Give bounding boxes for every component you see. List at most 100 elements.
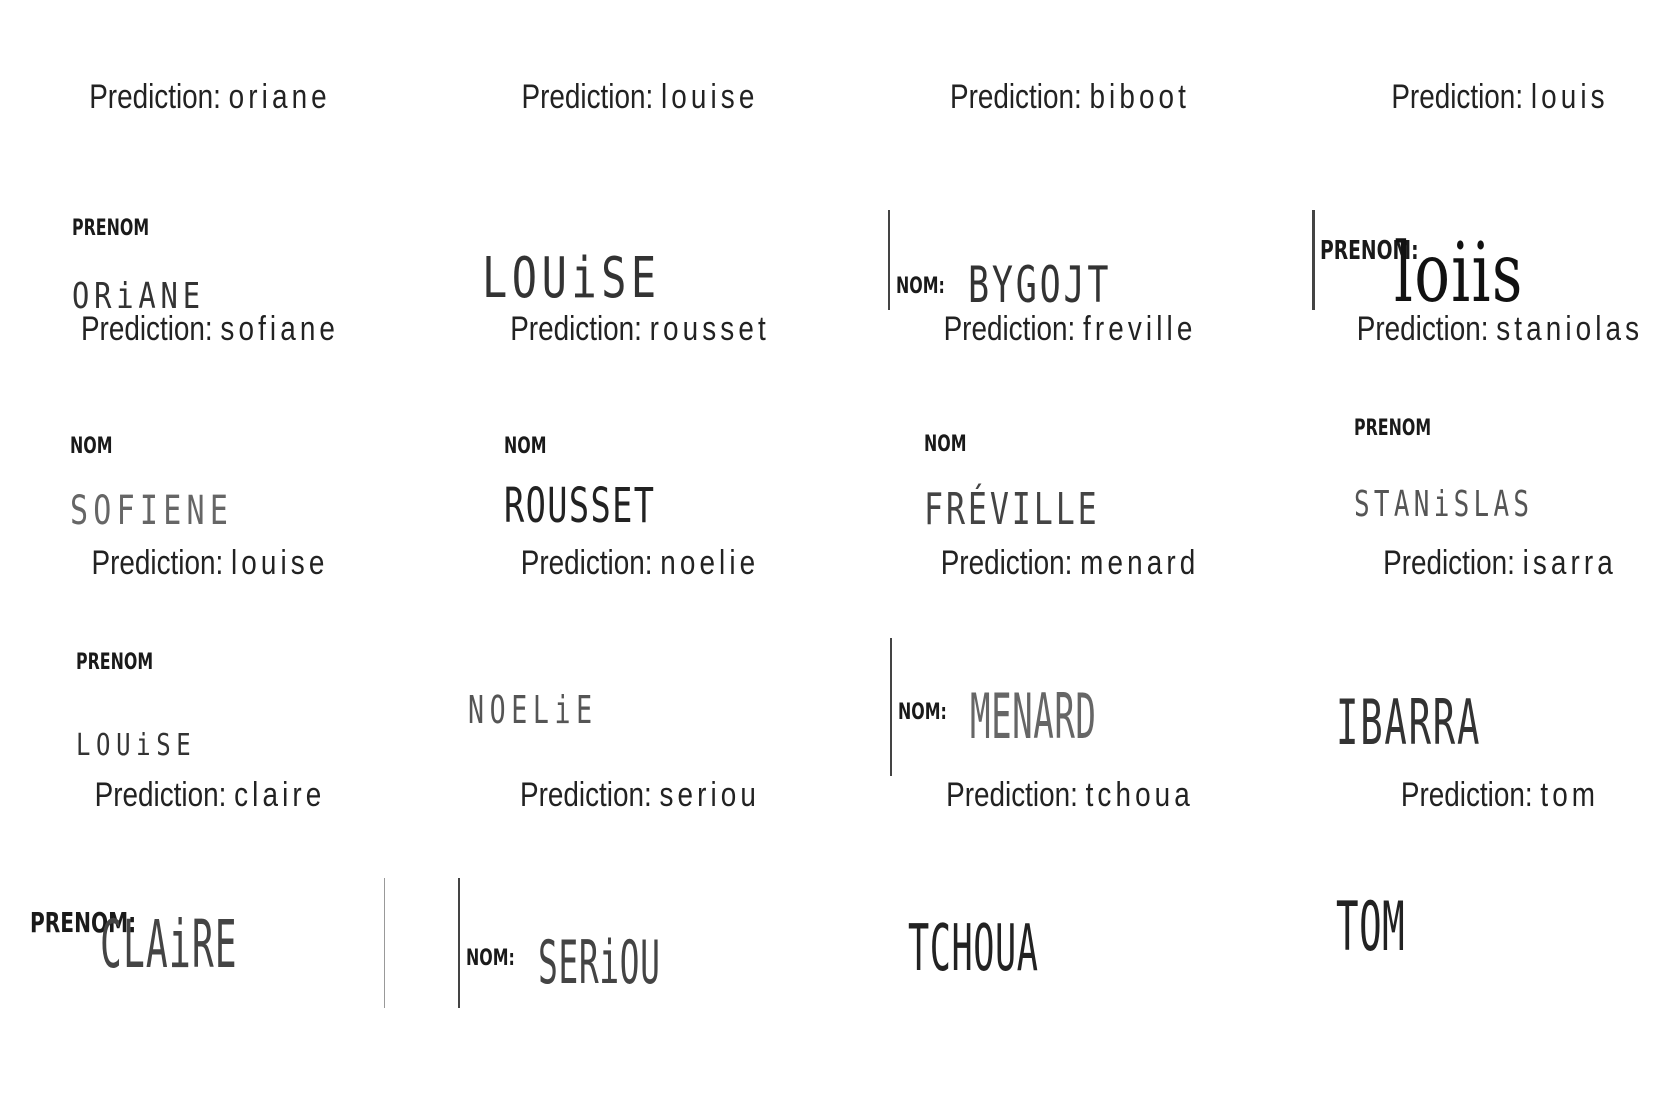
prediction-title: Prediction: louis <box>1328 78 1672 117</box>
handwriting-sample: TCHOUA <box>860 824 1280 1008</box>
handwritten-text: BYGOJT <box>968 256 1112 310</box>
prediction-value: biboot <box>1089 78 1191 116</box>
handwriting-sample: IBARRA <box>1290 592 1680 776</box>
handwriting-sample: PRENOM STANiSLAS <box>1290 358 1680 542</box>
panel-louis: Prediction: louis PRENOM: loiis <box>1290 78 1680 310</box>
prediction-label: Prediction: <box>1391 78 1524 116</box>
prediction-value: isarra <box>1522 544 1617 582</box>
prediction-label: Prediction: <box>949 78 1082 116</box>
prediction-title: Prediction: tchoua <box>898 776 1242 815</box>
handwriting-sample: NOELiE <box>430 592 850 776</box>
prediction-title: Prediction: biboot <box>898 78 1242 117</box>
panel-tchoua: Prediction: tchoua TCHOUA <box>860 776 1280 1008</box>
prediction-label: Prediction: <box>510 310 642 348</box>
panel-louise-2: Prediction: louise PRENOM LOUiSE <box>0 544 420 776</box>
prediction-label: Prediction: <box>946 776 1078 814</box>
panel-louise: Prediction: louise LOUiSE <box>430 78 850 310</box>
prediction-value: noelie <box>660 544 760 582</box>
prediction-title: Prediction: menard <box>898 544 1242 583</box>
prediction-value: louis <box>1530 78 1609 116</box>
handwritten-text: TOM <box>1336 888 1406 967</box>
form-border <box>384 878 385 1008</box>
prediction-value: sofiane <box>220 310 340 348</box>
prediction-label: Prediction: <box>89 78 221 116</box>
handwriting-sample: NOM: MENARD <box>860 592 1280 776</box>
prediction-title: Prediction: louise <box>38 544 382 583</box>
prediction-title: Prediction: tom <box>1328 776 1672 815</box>
prediction-label: Prediction: <box>91 544 224 582</box>
handwriting-sample: LOUiSE <box>430 126 850 310</box>
handwritten-text: SERiOU <box>538 928 661 998</box>
prediction-title: Prediction: oriane <box>38 78 382 117</box>
prediction-title: Prediction: rousset <box>468 310 812 349</box>
prediction-title: Prediction: seriou <box>468 776 812 815</box>
prediction-label: Prediction: <box>519 776 652 814</box>
prediction-label: Prediction: <box>520 544 653 582</box>
prediction-value: seriou <box>659 776 761 814</box>
handwriting-sample: TOM <box>1290 824 1680 1008</box>
prediction-label: Prediction: <box>1383 544 1515 582</box>
prediction-label: Prediction: <box>94 776 227 814</box>
field-label: NOM: <box>466 946 515 971</box>
field-label: PRENOM: <box>1320 236 1419 266</box>
handwritten-text: CLAiRE <box>100 906 238 983</box>
handwritten-text: LOUiSE <box>482 246 661 310</box>
handwritten-text: ORiANE <box>72 276 205 310</box>
handwritten-text: SOFIENE <box>70 488 234 534</box>
form-border <box>888 210 890 310</box>
handwritten-text: NOELiE <box>468 688 598 732</box>
handwritten-text: TCHOUA <box>908 912 1039 986</box>
panel-oriane: Prediction: oriane PRENOM ORiANE <box>0 78 420 310</box>
prediction-value: menard <box>1080 544 1200 582</box>
handwriting-sample: NOM: SERiOU <box>430 824 850 1008</box>
prediction-title: Prediction: isarra <box>1328 544 1672 583</box>
handwritten-text: FRÉVILLE <box>924 484 1100 535</box>
prediction-title: Prediction: noelie <box>468 544 812 583</box>
prediction-title: Prediction: louise <box>468 78 812 117</box>
field-label: NOM <box>70 434 113 459</box>
handwriting-sample: PRENOM LOUiSE <box>0 592 420 776</box>
prediction-value: rousset <box>649 310 770 348</box>
field-label: PRENOM <box>76 650 154 675</box>
handwriting-sample: PRENOM: CLAiRE <box>0 824 420 1008</box>
prediction-value: tchoua <box>1085 776 1194 814</box>
panel-noelie: Prediction: noelie NOELiE <box>430 544 850 776</box>
prediction-title: Prediction: freville <box>898 310 1242 349</box>
prediction-title: Prediction: sofiane <box>38 310 382 349</box>
panel-tom: Prediction: tom TOM <box>1290 776 1680 1008</box>
form-border <box>890 638 892 776</box>
prediction-label: Prediction: <box>1356 310 1489 348</box>
prediction-label: Prediction: <box>940 544 1073 582</box>
prediction-value: tom <box>1540 776 1600 814</box>
field-label: NOM: <box>896 274 945 299</box>
panel-claire: Prediction: claire PRENOM: CLAiRE <box>0 776 420 1008</box>
prediction-value: louise <box>661 78 759 116</box>
handwritten-text: loiis <box>1394 226 1524 310</box>
handwritten-text: IBARRA <box>1336 686 1482 759</box>
panel-seriou: Prediction: seriou NOM: SERiOU <box>430 776 850 1008</box>
handwritten-text: LOUiSE <box>76 728 197 763</box>
prediction-value: oriane <box>228 78 331 116</box>
prediction-value: louise <box>231 544 329 582</box>
handwritten-text: MENARD <box>970 680 1097 753</box>
prediction-label: Prediction: <box>521 78 654 116</box>
panel-staniolas: Prediction: staniolas PRENOM STANiSLAS <box>1290 310 1680 542</box>
panel-sofiane: Prediction: sofiane NOM SOFIENE <box>0 310 420 542</box>
form-border <box>1312 210 1315 310</box>
prediction-value: staniolas <box>1496 310 1644 348</box>
field-label: NOM <box>924 432 967 457</box>
handwritten-text: STANiSLAS <box>1354 484 1534 525</box>
prediction-label: Prediction: <box>80 310 213 348</box>
field-label: PRENOM: <box>30 906 137 939</box>
prediction-label: Prediction: <box>1400 776 1533 814</box>
handwriting-sample: NOM FRÉVILLE <box>860 358 1280 542</box>
panel-rousset: Prediction: rousset NOM ROUSSET <box>430 310 850 542</box>
panel-menard: Prediction: menard NOM: MENARD <box>860 544 1280 776</box>
prediction-value: freville <box>1083 310 1197 348</box>
prediction-value: claire <box>234 776 326 814</box>
field-label: PRENOM <box>1354 416 1432 441</box>
field-label: PRENOM <box>72 216 150 241</box>
handwriting-sample: NOM SOFIENE <box>0 358 420 542</box>
panel-freville: Prediction: freville NOM FRÉVILLE <box>860 310 1280 542</box>
